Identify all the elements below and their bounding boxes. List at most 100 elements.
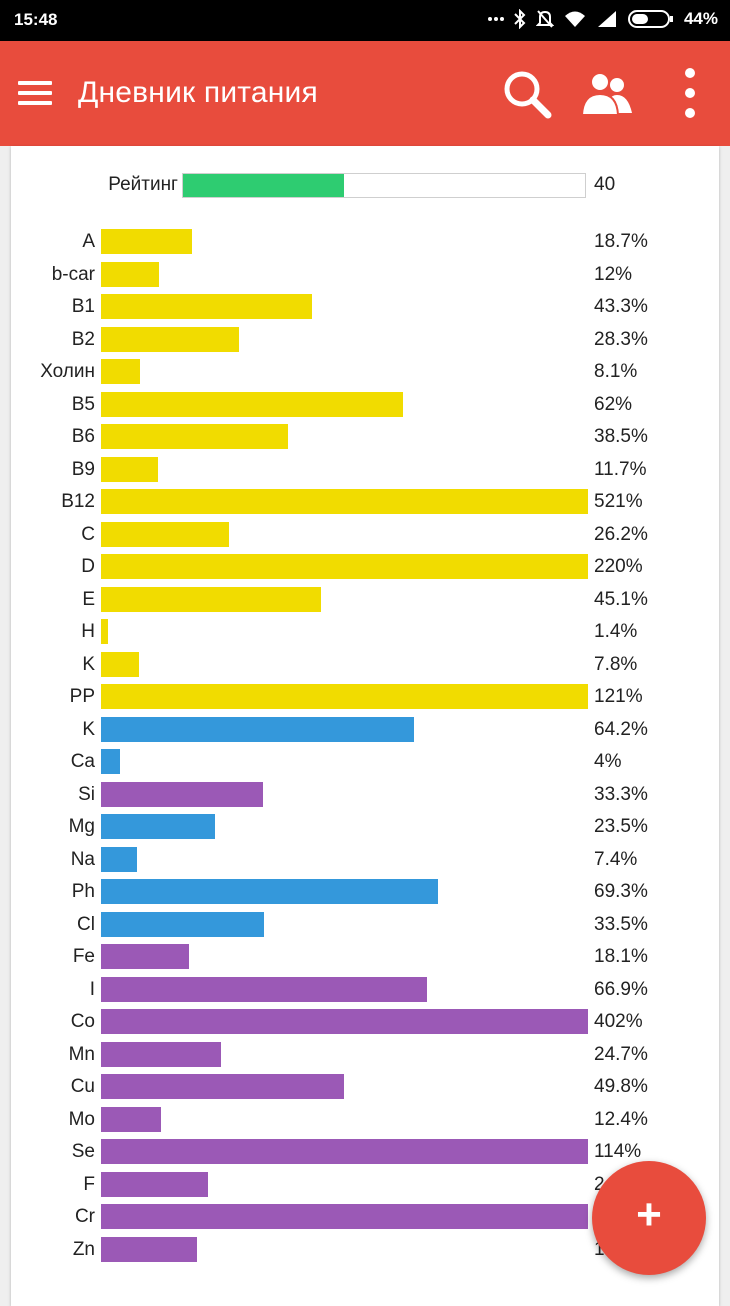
search-icon[interactable] bbox=[498, 65, 554, 121]
app-bar: Дневник питания bbox=[0, 41, 730, 146]
nutrient-value: 18.7% bbox=[594, 231, 648, 252]
nutrient-label: B12 bbox=[61, 491, 95, 512]
status-bar: 15:48 44% bbox=[0, 0, 730, 41]
more-vert-icon[interactable] bbox=[662, 65, 718, 121]
nutrient-row: E 45.1% bbox=[11, 586, 719, 613]
nutrient-value: 38.5% bbox=[594, 426, 648, 447]
nutrient-bar bbox=[101, 1171, 208, 1197]
nutrition-card: Рейтинг 40 A 18.7% b-car 12% B1 43.3% B2 28.3% Х… bbox=[11, 146, 719, 1306]
nutrient-value: 121% bbox=[594, 686, 643, 707]
nutrient-value: 220% bbox=[594, 556, 643, 577]
mute-bell-icon bbox=[535, 9, 554, 29]
nutrient-value: 23.5% bbox=[594, 816, 648, 837]
nutrient-value: 33.5% bbox=[594, 913, 648, 935]
nutrient-bar bbox=[101, 1236, 198, 1262]
status-time: 15:48 bbox=[14, 10, 58, 29]
nutrient-bar bbox=[101, 586, 321, 612]
nutrient-bar bbox=[101, 456, 158, 482]
plus-icon: + bbox=[636, 1190, 662, 1239]
nutrient-bar bbox=[101, 651, 139, 677]
nutrient-label: PP bbox=[69, 686, 95, 707]
add-button[interactable]: + bbox=[592, 1161, 706, 1275]
nutrient-row: Fe 18.1% bbox=[11, 943, 719, 970]
nutrient-value: 43.3% bbox=[594, 296, 648, 317]
nutrient-value: 12.4% bbox=[594, 1108, 648, 1130]
nutrient-label: E bbox=[82, 588, 95, 610]
nutrient-row: H 1.4% bbox=[11, 618, 719, 645]
status-icons: 44% bbox=[487, 9, 718, 29]
nutrient-row: Cu 49.8% bbox=[11, 1073, 719, 1100]
nutrient-value: 521% bbox=[594, 491, 643, 512]
nutrient-row: K 64.2% bbox=[11, 716, 719, 743]
nutrient-row: Si 33.3% bbox=[11, 781, 719, 808]
nutrient-label: Холин bbox=[40, 361, 95, 382]
nutrient-value: 4% bbox=[594, 751, 622, 772]
nutrient-bar bbox=[101, 1009, 588, 1034]
nutrient-bar bbox=[101, 554, 588, 579]
nutrient-row: Mg 23.5% bbox=[11, 813, 719, 840]
nutrient-bar bbox=[101, 1106, 162, 1132]
nutrient-bar bbox=[101, 911, 265, 937]
nutrient-bar bbox=[101, 1041, 222, 1067]
nutrient-row: Cl 33.5% bbox=[11, 911, 719, 938]
nutrient-value: 26.2% bbox=[594, 523, 648, 545]
nutrient-value: 33.3% bbox=[594, 783, 648, 805]
nutrient-bar bbox=[101, 359, 141, 384]
menu-icon[interactable] bbox=[18, 79, 54, 107]
nutrient-value: 28.3% bbox=[594, 328, 648, 350]
nutrient-value: 49.8% bbox=[594, 1076, 648, 1097]
nutrient-label: A bbox=[82, 231, 95, 252]
nutrient-value: 24.7% bbox=[594, 1043, 648, 1065]
rating-track bbox=[182, 173, 586, 198]
nutrient-label: Cl bbox=[77, 913, 95, 935]
nutrient-label: C bbox=[81, 523, 95, 545]
nutrient-label: F bbox=[83, 1173, 95, 1195]
nutrient-bar bbox=[101, 944, 190, 969]
nutrient-row: B12 521% bbox=[11, 488, 719, 515]
nutrient-label: Si bbox=[78, 783, 95, 805]
nutrient-bar bbox=[101, 749, 121, 774]
rating-row: Рейтинг 40 bbox=[11, 146, 719, 216]
nutrient-row: Se 114% bbox=[11, 1138, 719, 1165]
signal-dots-icon bbox=[487, 16, 504, 22]
nutrient-row: B2 28.3% bbox=[11, 326, 719, 353]
nutrient-value: 8.1% bbox=[594, 361, 638, 382]
nutrient-bar bbox=[101, 1074, 344, 1099]
people-icon[interactable] bbox=[580, 65, 636, 121]
nutrient-label: B9 bbox=[71, 458, 95, 480]
nutrient-value: 69.3% bbox=[594, 881, 648, 902]
nutrient-label: B5 bbox=[71, 393, 95, 415]
nutrient-value: 1 bbox=[594, 1238, 605, 1260]
nutrient-row: B6 38.5% bbox=[11, 423, 719, 450]
nutrient-bar bbox=[101, 424, 289, 449]
cell-signal-icon bbox=[596, 10, 618, 28]
bluetooth-icon bbox=[514, 9, 526, 29]
nutrient-row: Mn 24.7% bbox=[11, 1041, 719, 1068]
nutrient-bar bbox=[101, 684, 588, 709]
nutrient-label: K bbox=[82, 653, 95, 675]
nutrient-bar bbox=[101, 326, 239, 352]
rating-value: 40 bbox=[594, 174, 616, 195]
nutrient-row: Mo 12.4% bbox=[11, 1106, 719, 1133]
nutrient-row: Na 7.4% bbox=[11, 846, 719, 873]
wifi-icon bbox=[564, 10, 586, 28]
nutrient-label: Cr bbox=[74, 1206, 95, 1227]
nutrient-value: 11.7% bbox=[594, 458, 647, 480]
nutrient-row: B1 43.3% bbox=[11, 293, 719, 320]
rating-label: Рейтинг bbox=[108, 174, 178, 195]
nutrient-label: Ca bbox=[70, 751, 95, 772]
nutrient-value: 62% bbox=[594, 393, 633, 415]
nutrient-row: Ph 69.3% bbox=[11, 878, 719, 905]
nutrient-row: C 26.2% bbox=[11, 521, 719, 548]
nutrient-label: Mo bbox=[68, 1108, 95, 1130]
nutrient-row: I 66.9% bbox=[11, 976, 719, 1003]
nutrient-bar bbox=[101, 781, 264, 807]
nutrient-bar bbox=[101, 619, 108, 644]
nutrient-bar bbox=[101, 1139, 588, 1164]
nutrient-value: 12% bbox=[594, 263, 633, 285]
nutrient-value: 1.4% bbox=[594, 621, 638, 642]
nutrient-label: b-car bbox=[51, 263, 95, 285]
nutrient-row: Cr bbox=[11, 1203, 719, 1230]
nutrient-bar bbox=[101, 521, 229, 547]
nutrient-label: Cu bbox=[70, 1076, 95, 1097]
